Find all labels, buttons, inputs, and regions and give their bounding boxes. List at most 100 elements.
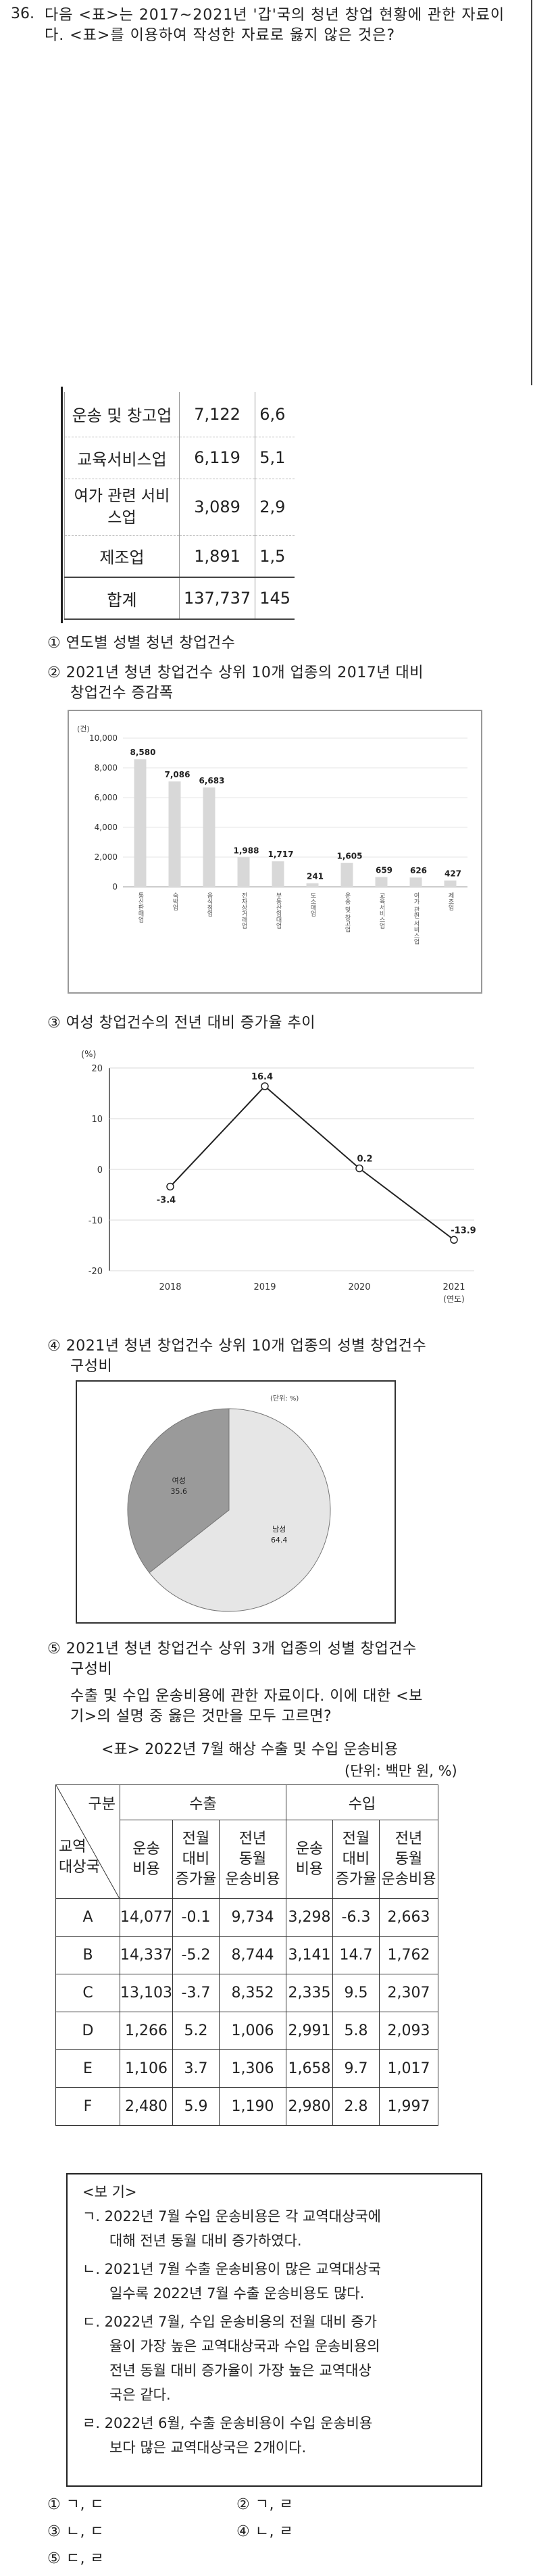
bar [134, 759, 147, 887]
data-point-label: -3.4 [157, 1196, 176, 1206]
y-tick-label: -10 [88, 1216, 103, 1226]
bar-chart-box: (건) 0 2,000 4,000 6,000 8,000 10,000 8,580 통신판매업… [68, 710, 482, 994]
pie-slice [127, 1408, 230, 1574]
option-4[interactable]: ④ 2021년 청년 창업건수 상위 10개 업종의 성별 창업건수 [47, 1338, 427, 1355]
table2-cell: 2,663 [378, 1898, 438, 1937]
table1-cell: 2,9 [255, 479, 295, 536]
y-tick-label: 6,000 [95, 793, 118, 802]
table2-cell: 1,762 [378, 1936, 438, 1974]
x-category-label: 음식점업 [206, 892, 213, 917]
table2-cell: 14,077 [120, 1898, 173, 1937]
bar-value-label: 1,717 [268, 850, 294, 859]
table2-cell: 1,997 [378, 2087, 438, 2126]
table2-country-cell: E [55, 2049, 120, 2088]
y-tick-label: 0 [112, 882, 118, 892]
table1-row-label: 교육서비스업 [64, 437, 180, 479]
bar [203, 787, 215, 887]
bogi-item-da-cont2: 전년 동월 대비 증가율이 가장 높은 교역대상 [109, 2362, 372, 2379]
table2-cell: -3.7 [172, 1974, 220, 2012]
table2-cell: 2,335 [285, 1974, 333, 2012]
bogi-item-ra-cont: 보다 많은 교역대상국은 2개이다. [109, 2439, 307, 2456]
answer-5[interactable]: ⑤ ㄷ, ㄹ [47, 2550, 105, 2567]
y-tick-label: 4,000 [95, 823, 118, 832]
x-category-label: 통신판매업 [137, 892, 144, 923]
table2-cell: 1,106 [120, 2049, 173, 2088]
pie-slice-name: 남성 [272, 1525, 286, 1534]
table2-cell: 1,658 [285, 2049, 333, 2088]
table1-cell: 3,089 [178, 479, 256, 536]
table1-row-label: 운송 및 창고업 [64, 392, 180, 437]
table1-total-cell: 137,737 [178, 577, 256, 620]
table2-cell: 2,980 [285, 2087, 333, 2126]
x-category-label: 도소매업 [309, 892, 316, 917]
table1-cell: 5,1 [255, 437, 295, 479]
answer-1[interactable]: ① ㄱ, ㄷ [47, 2496, 105, 2513]
option-3[interactable]: ③ 여성 창업건수의 전년 대비 증가율 추이 [47, 1015, 316, 1031]
option-1[interactable]: ① 연도별 성별 청년 창업건수 [47, 635, 236, 652]
table2-cell: -6.3 [332, 1898, 380, 1937]
y-tick-label: 8,000 [95, 763, 118, 773]
table2-cell: 9.5 [332, 1974, 380, 2012]
y-tick-label: 10,000 [89, 733, 118, 743]
bar [237, 857, 250, 887]
pie-slice-value: 64.4 [271, 1536, 288, 1545]
answer-2[interactable]: ② ㄱ, ㄹ [236, 2496, 294, 2513]
line-chart-box: (%) 20 10 0 -10 -20 -3.4 2018 16.4 2019 0.2 2020 -13… [76, 1041, 481, 1311]
bar-chart: (건) 0 2,000 4,000 6,000 8,000 10,000 8,580 통신판매업… [77, 725, 467, 945]
option-2[interactable]: ② 2021년 청년 창업건수 상위 10개 업종의 2017년 대비 [47, 664, 424, 681]
passage2-line1: 수출 및 수입 운송비용에 관한 자료이다. 이에 대한 <보 [70, 1688, 423, 1705]
table2-country-cell: C [55, 1974, 120, 2012]
bar-value-label: 1,605 [337, 852, 363, 861]
table2-cell: 1,017 [378, 2049, 438, 2088]
data-point [261, 1082, 269, 1090]
x-tick-label: 2019 [253, 1282, 276, 1292]
x-category-label: 교육서비스업 [378, 892, 385, 929]
answer-3[interactable]: ③ ㄴ, ㄷ [47, 2523, 105, 2540]
option-5-line2: 구성비 [70, 1661, 113, 1678]
table2-cell: 2,093 [378, 2012, 438, 2050]
table2-cell: 1,266 [120, 2012, 173, 2050]
table-left-border [61, 387, 63, 623]
column-divider [531, 0, 532, 385]
table2-cell: 9.7 [332, 2049, 380, 2088]
table2-country-cell: F [55, 2087, 120, 2126]
table1-total-label: 합계 [64, 577, 180, 620]
pie-chart: (단위: %) 남성 64.4 여성 35.6 [127, 1394, 331, 1612]
passage2-line2: 기>의 설명 중 옳은 것만을 모두 고르면? [70, 1708, 332, 1725]
data-point [355, 1164, 363, 1173]
table2-unit: (단위: 백만 원, %) [345, 1763, 457, 1779]
pie-slice-value: 35.6 [171, 1487, 188, 1496]
col-export-yoy: 전년 동월 운송비용 [218, 1820, 286, 1899]
table2-cell: 14.7 [332, 1936, 380, 1974]
table1-row-label: 제조업 [64, 535, 180, 578]
bar-value-label: 427 [445, 869, 461, 879]
option-5[interactable]: ⑤ 2021년 청년 창업건수 상위 3개 업종의 성별 창업건수 [47, 1641, 417, 1657]
x-tick-label: 2020 [348, 1282, 370, 1292]
table2-corner: 구분 교역 대상국 [55, 1784, 120, 1899]
table1-cell: 6,119 [178, 437, 256, 479]
bogi-item-da: ㄷ. 2022년 7월, 수입 운송비용의 전월 대비 증가 [82, 2314, 378, 2330]
corner-diagonal [56, 1785, 120, 1899]
y-unit-label: (%) [81, 1050, 97, 1060]
answer-4[interactable]: ④ ㄴ, ㄹ [236, 2523, 294, 2540]
bar-value-label: 626 [410, 866, 427, 875]
table2-cell: 3,298 [285, 1898, 333, 1937]
pie-chart-box: (단위: %) 남성 64.4 여성 35.6 [76, 1380, 396, 1624]
table2-cell: 3,141 [285, 1936, 333, 1974]
y-unit-label: (건) [77, 725, 90, 733]
bar [375, 877, 388, 887]
data-point-label: 0.2 [357, 1155, 372, 1165]
table2-cell: 1,306 [218, 2049, 286, 2088]
y-tick-label: 20 [91, 1064, 103, 1074]
bogi-item-na-cont: 일수록 2022년 7월 수출 운송비용도 많다. [109, 2285, 365, 2302]
table2-cell: 9,734 [218, 1898, 286, 1937]
table1-cell: 7,122 [178, 392, 256, 437]
table2-cell: 2,480 [120, 2087, 173, 2126]
pie-slice [149, 1408, 331, 1612]
table2: 구분 교역 대상국 수출 수입 운송 비용 전월 대비 증가율 전년 동월 운송… [55, 1784, 438, 2126]
x-category-label: 전자상거래업 [240, 892, 247, 929]
bar-value-label: 8,580 [130, 748, 156, 757]
x-category-label: 여가 관련 서비스업 [413, 892, 420, 945]
table2-cell: -5.2 [172, 1936, 220, 1974]
pie-slice-name: 여성 [172, 1476, 186, 1485]
